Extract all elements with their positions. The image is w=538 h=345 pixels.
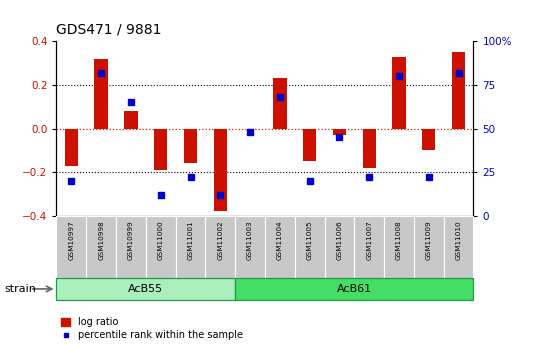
- Bar: [414, 216, 444, 278]
- Bar: [363, 128, 376, 168]
- Bar: [235, 216, 265, 278]
- Bar: [295, 216, 324, 278]
- Bar: [65, 128, 78, 166]
- Bar: [214, 128, 227, 211]
- Bar: [146, 216, 175, 278]
- Bar: [332, 128, 346, 135]
- Text: GSM11009: GSM11009: [426, 220, 432, 260]
- Legend: log ratio, percentile rank within the sample: log ratio, percentile rank within the sa…: [61, 317, 243, 340]
- Text: GSM11002: GSM11002: [217, 220, 223, 260]
- Bar: [392, 57, 406, 128]
- Bar: [303, 128, 316, 161]
- Bar: [175, 216, 206, 278]
- Bar: [265, 216, 295, 278]
- Text: GDS471 / 9881: GDS471 / 9881: [56, 22, 162, 36]
- Text: strain: strain: [4, 284, 36, 294]
- Bar: [355, 216, 384, 278]
- Bar: [86, 216, 116, 278]
- Bar: [56, 216, 86, 278]
- Bar: [273, 78, 287, 128]
- Bar: [444, 216, 473, 278]
- Bar: [384, 216, 414, 278]
- Text: GSM11001: GSM11001: [188, 220, 194, 260]
- Text: GSM11005: GSM11005: [307, 220, 313, 260]
- Text: GSM11006: GSM11006: [336, 220, 342, 260]
- Bar: [235, 278, 473, 300]
- Bar: [154, 128, 167, 170]
- Bar: [95, 59, 108, 128]
- Text: GSM10998: GSM10998: [98, 220, 104, 260]
- Text: GSM11010: GSM11010: [456, 220, 462, 260]
- Bar: [184, 128, 197, 163]
- Bar: [56, 278, 235, 300]
- Text: GSM10999: GSM10999: [128, 220, 134, 260]
- Bar: [124, 111, 138, 128]
- Bar: [206, 216, 235, 278]
- Bar: [324, 216, 355, 278]
- Text: GSM11008: GSM11008: [396, 220, 402, 260]
- Bar: [452, 52, 465, 128]
- Text: GSM11007: GSM11007: [366, 220, 372, 260]
- Bar: [422, 128, 435, 150]
- Text: AcB55: AcB55: [128, 284, 164, 294]
- Text: GSM11000: GSM11000: [158, 220, 164, 260]
- Text: GSM10997: GSM10997: [68, 220, 74, 260]
- Bar: [116, 216, 146, 278]
- Text: AcB61: AcB61: [337, 284, 372, 294]
- Text: GSM11004: GSM11004: [277, 220, 283, 260]
- Text: GSM11003: GSM11003: [247, 220, 253, 260]
